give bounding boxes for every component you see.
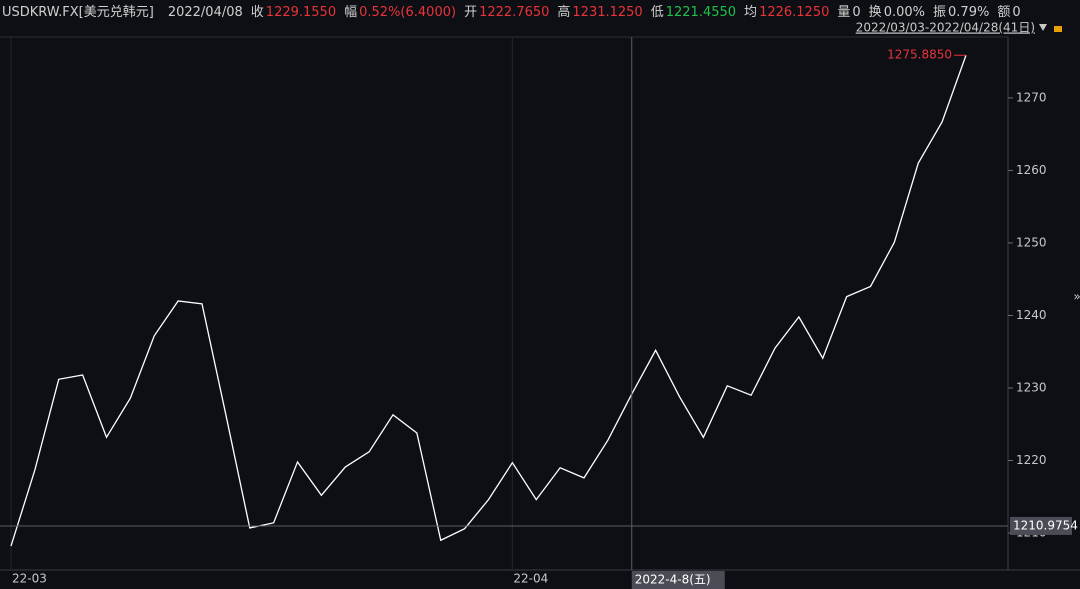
field-label: 换 bbox=[868, 5, 882, 20]
crosshair-y-label: 1210.9754 bbox=[1013, 518, 1078, 532]
y-tick-label: 1230 bbox=[1016, 380, 1047, 394]
y-tick-label: 1270 bbox=[1016, 90, 1047, 104]
lock-icon[interactable] bbox=[1054, 26, 1062, 32]
x-tick-label: 22-04 bbox=[513, 572, 548, 586]
field-label: 幅 bbox=[344, 5, 358, 20]
field-label: 高 bbox=[557, 5, 571, 20]
y-tick-label: 1240 bbox=[1016, 308, 1047, 322]
range-text[interactable]: 2022/03/03-2022/04/28(41日) bbox=[856, 21, 1035, 35]
x-tick-label: 22-03 bbox=[12, 572, 47, 586]
field-value: 1221.4550 bbox=[665, 5, 737, 20]
field-label: 开 bbox=[464, 5, 478, 20]
field-value: 1229.1550 bbox=[265, 5, 337, 20]
field-value: 0.79% bbox=[948, 5, 990, 20]
symbol: USDKRW.FX[美元兑韩元] bbox=[2, 5, 154, 20]
crosshair-x-label: 2022-4-8(五) bbox=[635, 573, 711, 587]
dropdown-icon[interactable] bbox=[1039, 24, 1047, 31]
y-tick-label: 1220 bbox=[1016, 453, 1047, 467]
field-label: 振 bbox=[933, 5, 947, 20]
crosshair-y-box bbox=[1010, 516, 1072, 535]
field-value: 0 bbox=[1012, 5, 1021, 20]
field-value: 0.00% bbox=[883, 5, 925, 20]
field-value: 1226.1250 bbox=[759, 5, 830, 20]
date: 2022/04/08 bbox=[167, 5, 243, 20]
field-label: 量 bbox=[837, 5, 851, 20]
field-label: 均 bbox=[744, 5, 758, 20]
field-label: 低 bbox=[650, 5, 664, 20]
expand-icon[interactable]: » bbox=[1073, 290, 1080, 304]
crosshair-x-box bbox=[631, 571, 725, 589]
field-value: 0 bbox=[852, 5, 861, 20]
y-tick-label: 1250 bbox=[1016, 235, 1047, 249]
field-value: 0.52%(6.4000) bbox=[359, 5, 457, 20]
price-line bbox=[10, 55, 967, 547]
quote-header: USDKRW.FX[美元兑韩元] 2022/04/08 收 1229.1550 幅 0.5… bbox=[2, 1, 1029, 20]
field-value: 1231.1250 bbox=[572, 5, 643, 20]
y-tick-label: 1260 bbox=[1016, 163, 1047, 177]
field-label: 收 bbox=[250, 5, 264, 20]
value-label: 1275.8850 bbox=[887, 48, 952, 62]
field-value: 1222.7650 bbox=[479, 5, 550, 20]
field-label: 额 bbox=[997, 5, 1011, 20]
